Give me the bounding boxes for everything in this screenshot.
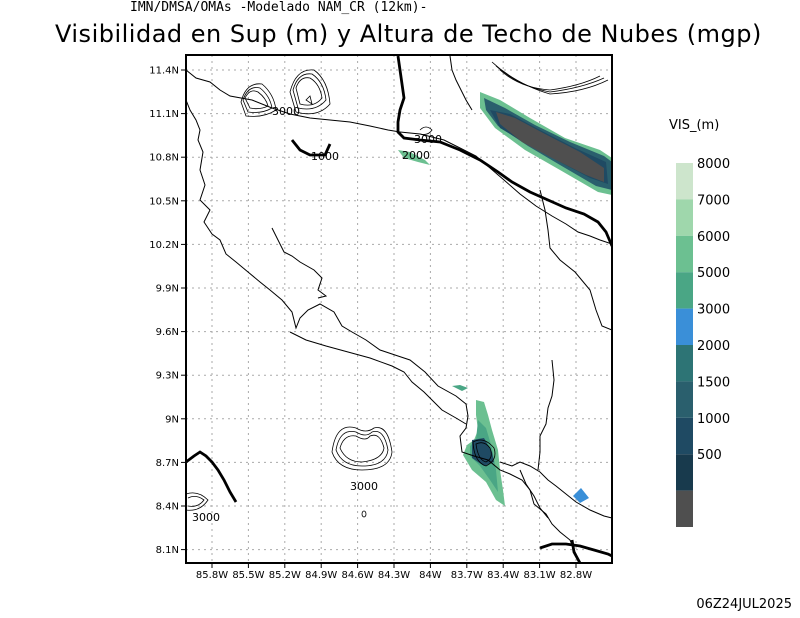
latitude-label: 11.4N (149, 66, 179, 77)
latitude-label: 9.3N (156, 371, 179, 382)
latitude-label: 9N (165, 414, 179, 425)
map-title: Visibilidad en Sup (m) y Altura de Techo… (55, 20, 762, 48)
latitude-label: 10.8N (149, 153, 179, 164)
contour-label: 2000 (402, 149, 430, 162)
latitude-labels: 11.4N 11.1N 10.8N 10.5N 10.2N 9.9N 9.6N 9.3N 9N 8… (149, 66, 179, 557)
latitude-label: 8.4N (156, 502, 179, 513)
latitude-label: 11.1N (149, 109, 179, 120)
longitude-label: 83.7W (451, 570, 483, 581)
legend-swatch (676, 199, 693, 236)
legend-swatch (676, 345, 693, 382)
latitude-label: 10.5N (149, 196, 179, 207)
legend-label: 1000 (697, 412, 730, 427)
longitude-label: 82.8W (560, 570, 592, 581)
legend-title: VIS_(m) (669, 118, 720, 133)
contour-labels: 3000 1000 3000 2000 3000 3000 (192, 105, 442, 524)
ceiling-contour-clusters (186, 61, 609, 518)
legend-label: 6000 (697, 230, 730, 245)
coastlines-borders (186, 55, 612, 563)
longitude-label: 85.5W (232, 570, 264, 581)
map-subtitle: IMN/DMSA/OMAs -Modelado NAM_CR (12km)- (130, 0, 428, 15)
longitude-label: 85.2W (269, 570, 301, 581)
latitude-label: 10.2N (149, 240, 179, 251)
longitude-label: 84.9W (305, 570, 337, 581)
axis-ticks (181, 69, 577, 568)
legend-swatch (676, 490, 693, 527)
legend-label: 2000 (697, 339, 730, 354)
longitude-label: 83.1W (524, 570, 556, 581)
contour-label: 1000 (311, 150, 339, 163)
legend-swatch (676, 235, 693, 273)
longitude-label: 83.4W (487, 570, 519, 581)
contour-label: 3000 (414, 133, 442, 146)
longitude-label: 84.3W (378, 570, 410, 581)
legend-swatch (676, 381, 693, 418)
longitude-labels: 85.8W 85.5W 85.2W 84.9W 84.6W 84.3W 84W 83.7W 83… (196, 570, 592, 581)
legend-label: 7000 (697, 193, 730, 208)
longitude-label: 84W (419, 570, 442, 581)
legend-label: 1500 (697, 375, 730, 390)
legend-label: 5000 (697, 266, 730, 281)
legend-label: 3000 (697, 303, 730, 318)
latitude-label: 8.1N (156, 545, 179, 556)
legend-swatch (676, 163, 693, 200)
legend-swatch (676, 308, 693, 345)
map-gridlines (186, 55, 612, 563)
latitude-label: 8.7N (156, 458, 179, 469)
latitude-label: 9.6N (156, 327, 179, 338)
legend-label: 8000 (697, 157, 730, 172)
visibility-shading (398, 92, 612, 506)
map-frame (185, 54, 613, 564)
legend-swatch (676, 272, 693, 309)
longitude-label: 84.6W (342, 570, 374, 581)
latitude-label: 9.9N (156, 284, 179, 295)
legend-swatch (676, 417, 693, 455)
legend-label: 500 (697, 448, 722, 463)
contour-label: 3000 (350, 480, 378, 493)
legend-swatch (676, 454, 693, 491)
ceiling-contours (186, 55, 612, 563)
valid-time-stamp: 06Z24JUL2025 (696, 597, 792, 612)
contour-label: 3000 (272, 105, 300, 118)
visibility-legend: 8000 7000 6000 5000 3000 2000 1500 1000 500 (676, 157, 730, 527)
contour-label: 3000 (192, 511, 220, 524)
longitude-label: 85.8W (196, 570, 228, 581)
